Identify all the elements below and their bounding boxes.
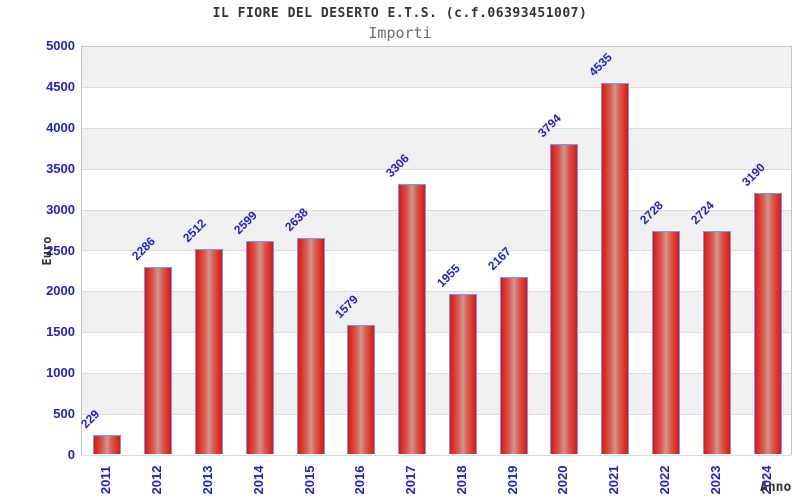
bar-2023 (702, 231, 731, 454)
y-tick-label: 4500 (46, 78, 75, 94)
x-tick-label: 2011 (98, 465, 114, 495)
grid-stripe (82, 87, 791, 129)
x-tick-label: 2014 (250, 465, 266, 495)
y-tick-label: 4000 (46, 119, 75, 135)
x-tick-label: 2021 (606, 465, 622, 495)
grid-stripe (82, 292, 791, 334)
grid-stripe (82, 128, 791, 170)
chart-subtitle: Importi (368, 24, 432, 42)
bar-2015 (296, 238, 325, 454)
grid-stripe (82, 415, 791, 456)
x-tick-label: 2023 (707, 465, 723, 495)
bar-2018 (448, 294, 477, 454)
y-tick-label: 0 (67, 447, 75, 462)
bar-2016 (347, 325, 376, 454)
x-tick-label: 2012 (149, 465, 165, 495)
bar-2022 (652, 231, 681, 454)
grid-stripe (82, 47, 791, 88)
y-tick-label: 3000 (46, 201, 75, 217)
x-axis: 2011 2012 2013 2014 2015 2016 2017 2018 2019 2020… (81, 460, 792, 500)
x-axis-title: Anno (760, 480, 792, 495)
y-tick-label: 3500 (46, 160, 75, 176)
bar-2013 (194, 249, 223, 454)
bar-2017 (398, 184, 427, 454)
y-tick-label: 500 (53, 406, 75, 422)
grid-stripe (82, 169, 791, 211)
bar-2024 (753, 193, 782, 454)
x-tick-label: 2022 (657, 465, 673, 495)
bar-2014 (245, 241, 274, 454)
y-tick-label: 2000 (46, 283, 75, 299)
plot-area: 229 2286 2512 2599 2638 1579 3306 1955 2167 3794 4… (78, 46, 792, 456)
bar-2012 (144, 267, 173, 454)
y-tick-label: 2500 (46, 242, 75, 258)
bar-2021 (601, 83, 630, 454)
grid-stripe (82, 251, 791, 293)
y-tick-label: 1500 (46, 324, 75, 340)
x-tick-label: 2016 (352, 465, 368, 495)
bar-2011 (93, 435, 122, 454)
y-tick-label: 1000 (46, 365, 75, 381)
bar-2020 (550, 144, 579, 454)
chart-title: IL FIORE DEL DESERTO E.T.S. (c.f.0639345… (212, 6, 588, 21)
y-axis-title: Euro (40, 236, 54, 266)
grid-stripe (82, 333, 791, 375)
x-tick-label: 2019 (504, 465, 520, 495)
bar-2019 (499, 277, 528, 454)
x-tick-label: 2015 (301, 465, 317, 495)
x-tick-label: 2013 (199, 465, 215, 495)
x-tick-label: 2018 (453, 465, 469, 495)
grid-stripe (82, 374, 791, 416)
y-tick-label: 5000 (46, 38, 75, 53)
x-tick-label: 2017 (403, 465, 419, 495)
x-tick-label: 2020 (555, 465, 571, 495)
